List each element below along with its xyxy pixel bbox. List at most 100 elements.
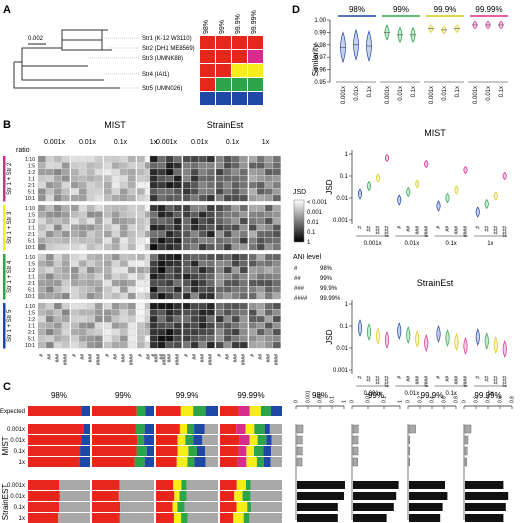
- heatmap-cell: [70, 335, 79, 342]
- heatmap-cell: [37, 322, 46, 329]
- heatmap-cell: [182, 286, 191, 293]
- heatmap-cell: [70, 260, 79, 267]
- heatmap-cell: [78, 204, 87, 212]
- heatmap-cell: [157, 292, 166, 300]
- heatmap-cell: [61, 335, 70, 342]
- bar-axis-tick-label: 0.01: [318, 393, 324, 403]
- ani-tick: #: [105, 354, 111, 357]
- heatmap-cell: [149, 211, 158, 218]
- heatmap-cell: [223, 224, 232, 231]
- heatmap-cell: [248, 292, 257, 300]
- heatmap-cell: [239, 279, 248, 287]
- heatmap-cell: [272, 253, 281, 261]
- heatmap-cell: [45, 237, 54, 244]
- heatmap-cell: [198, 224, 207, 231]
- jsd-ani-tick: ####: [502, 376, 508, 387]
- composition-segment: [156, 491, 175, 501]
- heatmap-cell: [119, 286, 128, 293]
- heatmap-cell: [86, 315, 95, 323]
- bar-axis-tick-label: 0.4: [430, 396, 436, 403]
- jsd-y-tick-label: 1: [345, 302, 349, 308]
- heatmap-cell: [157, 168, 166, 176]
- bar-axis-tick-label: 1: [398, 400, 404, 403]
- heatmap-cell: [149, 237, 158, 244]
- heatmap-cell: [103, 211, 112, 218]
- heatmap-cell: [223, 292, 232, 300]
- heatmap-cell: [94, 188, 103, 195]
- strain-label: Str3 (UMNK88): [142, 56, 183, 62]
- heatmap-cell: [111, 286, 120, 293]
- heatmap-cell: [264, 194, 273, 202]
- bar-chart-header: 98%: [312, 391, 328, 400]
- ratio-tick-label: 5:1: [28, 288, 35, 294]
- composition-segment: [81, 406, 90, 416]
- heatmap-cell: [111, 188, 120, 195]
- heatmap-cell: [206, 253, 215, 261]
- heatmap-cell: [182, 328, 191, 336]
- heatmap-cell: [61, 217, 70, 225]
- heatmap-cell: [94, 253, 103, 261]
- heatmap-cell: [215, 302, 224, 310]
- heatmap-cell: [215, 335, 224, 342]
- heatmap-cell: [231, 181, 240, 189]
- heatmap-cell: [70, 175, 79, 182]
- heatmap-cell: [70, 168, 79, 176]
- composition-segment: [193, 435, 203, 445]
- depth-label: 1x: [19, 460, 25, 466]
- heatmap-cell: [149, 341, 158, 349]
- heatmap-cell: [165, 188, 174, 195]
- heatmap-cell: [61, 273, 70, 280]
- heatmap-cell: [45, 217, 54, 225]
- heatmap-cell: [111, 230, 120, 238]
- heatmap-cell: [127, 286, 136, 293]
- heatmap-cell: [272, 279, 281, 287]
- bar-axis-tick-label: 0.6: [442, 396, 448, 403]
- bar-axis-tick-label: 0.2: [418, 396, 424, 403]
- composition-segment: [186, 491, 218, 501]
- ratio-tick-label: 1:1: [28, 275, 35, 281]
- heatmap-cell: [119, 181, 128, 189]
- ani-legend-title: ANI level: [293, 254, 321, 261]
- heatmap-cell: [157, 217, 166, 225]
- jsd-ani-tick: #: [358, 226, 364, 229]
- heatmap-cell: [165, 322, 174, 329]
- strain-labels: Str1 (K-12 W3110) Str2 (DH1 ME8569) Str3 (…: [88, 36, 195, 92]
- heatmap-cell: [248, 341, 257, 349]
- ratio-tick-label: 2:1: [28, 183, 35, 189]
- heatmap-cell: [157, 253, 166, 261]
- bar-chart-header: 99%: [368, 391, 384, 400]
- ani-tick: ###: [55, 354, 61, 363]
- heatmap-cell: [127, 188, 136, 195]
- heatmap-cell: [111, 309, 120, 316]
- composition-segment: [233, 513, 244, 523]
- heatmap-cell: [182, 309, 191, 316]
- composition-segment: [204, 424, 218, 434]
- heatmap-cell: [206, 175, 215, 182]
- heatmap-cell: [94, 162, 103, 169]
- similarity-x-tick-label: 0.1x: [411, 86, 417, 97]
- group-title: 99%: [393, 5, 409, 14]
- heatmap-cell: [127, 315, 136, 323]
- jsd-depth-label: 0.01x: [405, 241, 420, 247]
- heatmap-cell: [248, 155, 257, 163]
- heatmap-cell: [272, 237, 281, 244]
- heatmap-cell: [78, 328, 87, 336]
- jsd-ani-tick: ##: [484, 376, 490, 382]
- heatmap-cell: [78, 309, 87, 316]
- heatmap-cell: [165, 273, 174, 280]
- heatmap-cell: [248, 322, 257, 329]
- jsd-violin: [493, 191, 498, 201]
- composition-segment: [172, 502, 178, 512]
- heatmap-cell: [45, 224, 54, 231]
- heatmap-cell: [149, 253, 158, 261]
- ani-legend-label: 99.9%: [320, 286, 338, 292]
- heatmap-cell: [198, 273, 207, 280]
- method-title-strainest: StrainEst: [207, 120, 244, 130]
- ratio-label: ratio: [16, 147, 30, 154]
- heatmap-cell: [231, 335, 240, 342]
- heatmap-cell: [190, 224, 199, 231]
- heatmap-cell: [182, 341, 191, 349]
- similarity-x-tick-label: 0.01x: [354, 86, 360, 101]
- heatmap-cell: [215, 168, 224, 176]
